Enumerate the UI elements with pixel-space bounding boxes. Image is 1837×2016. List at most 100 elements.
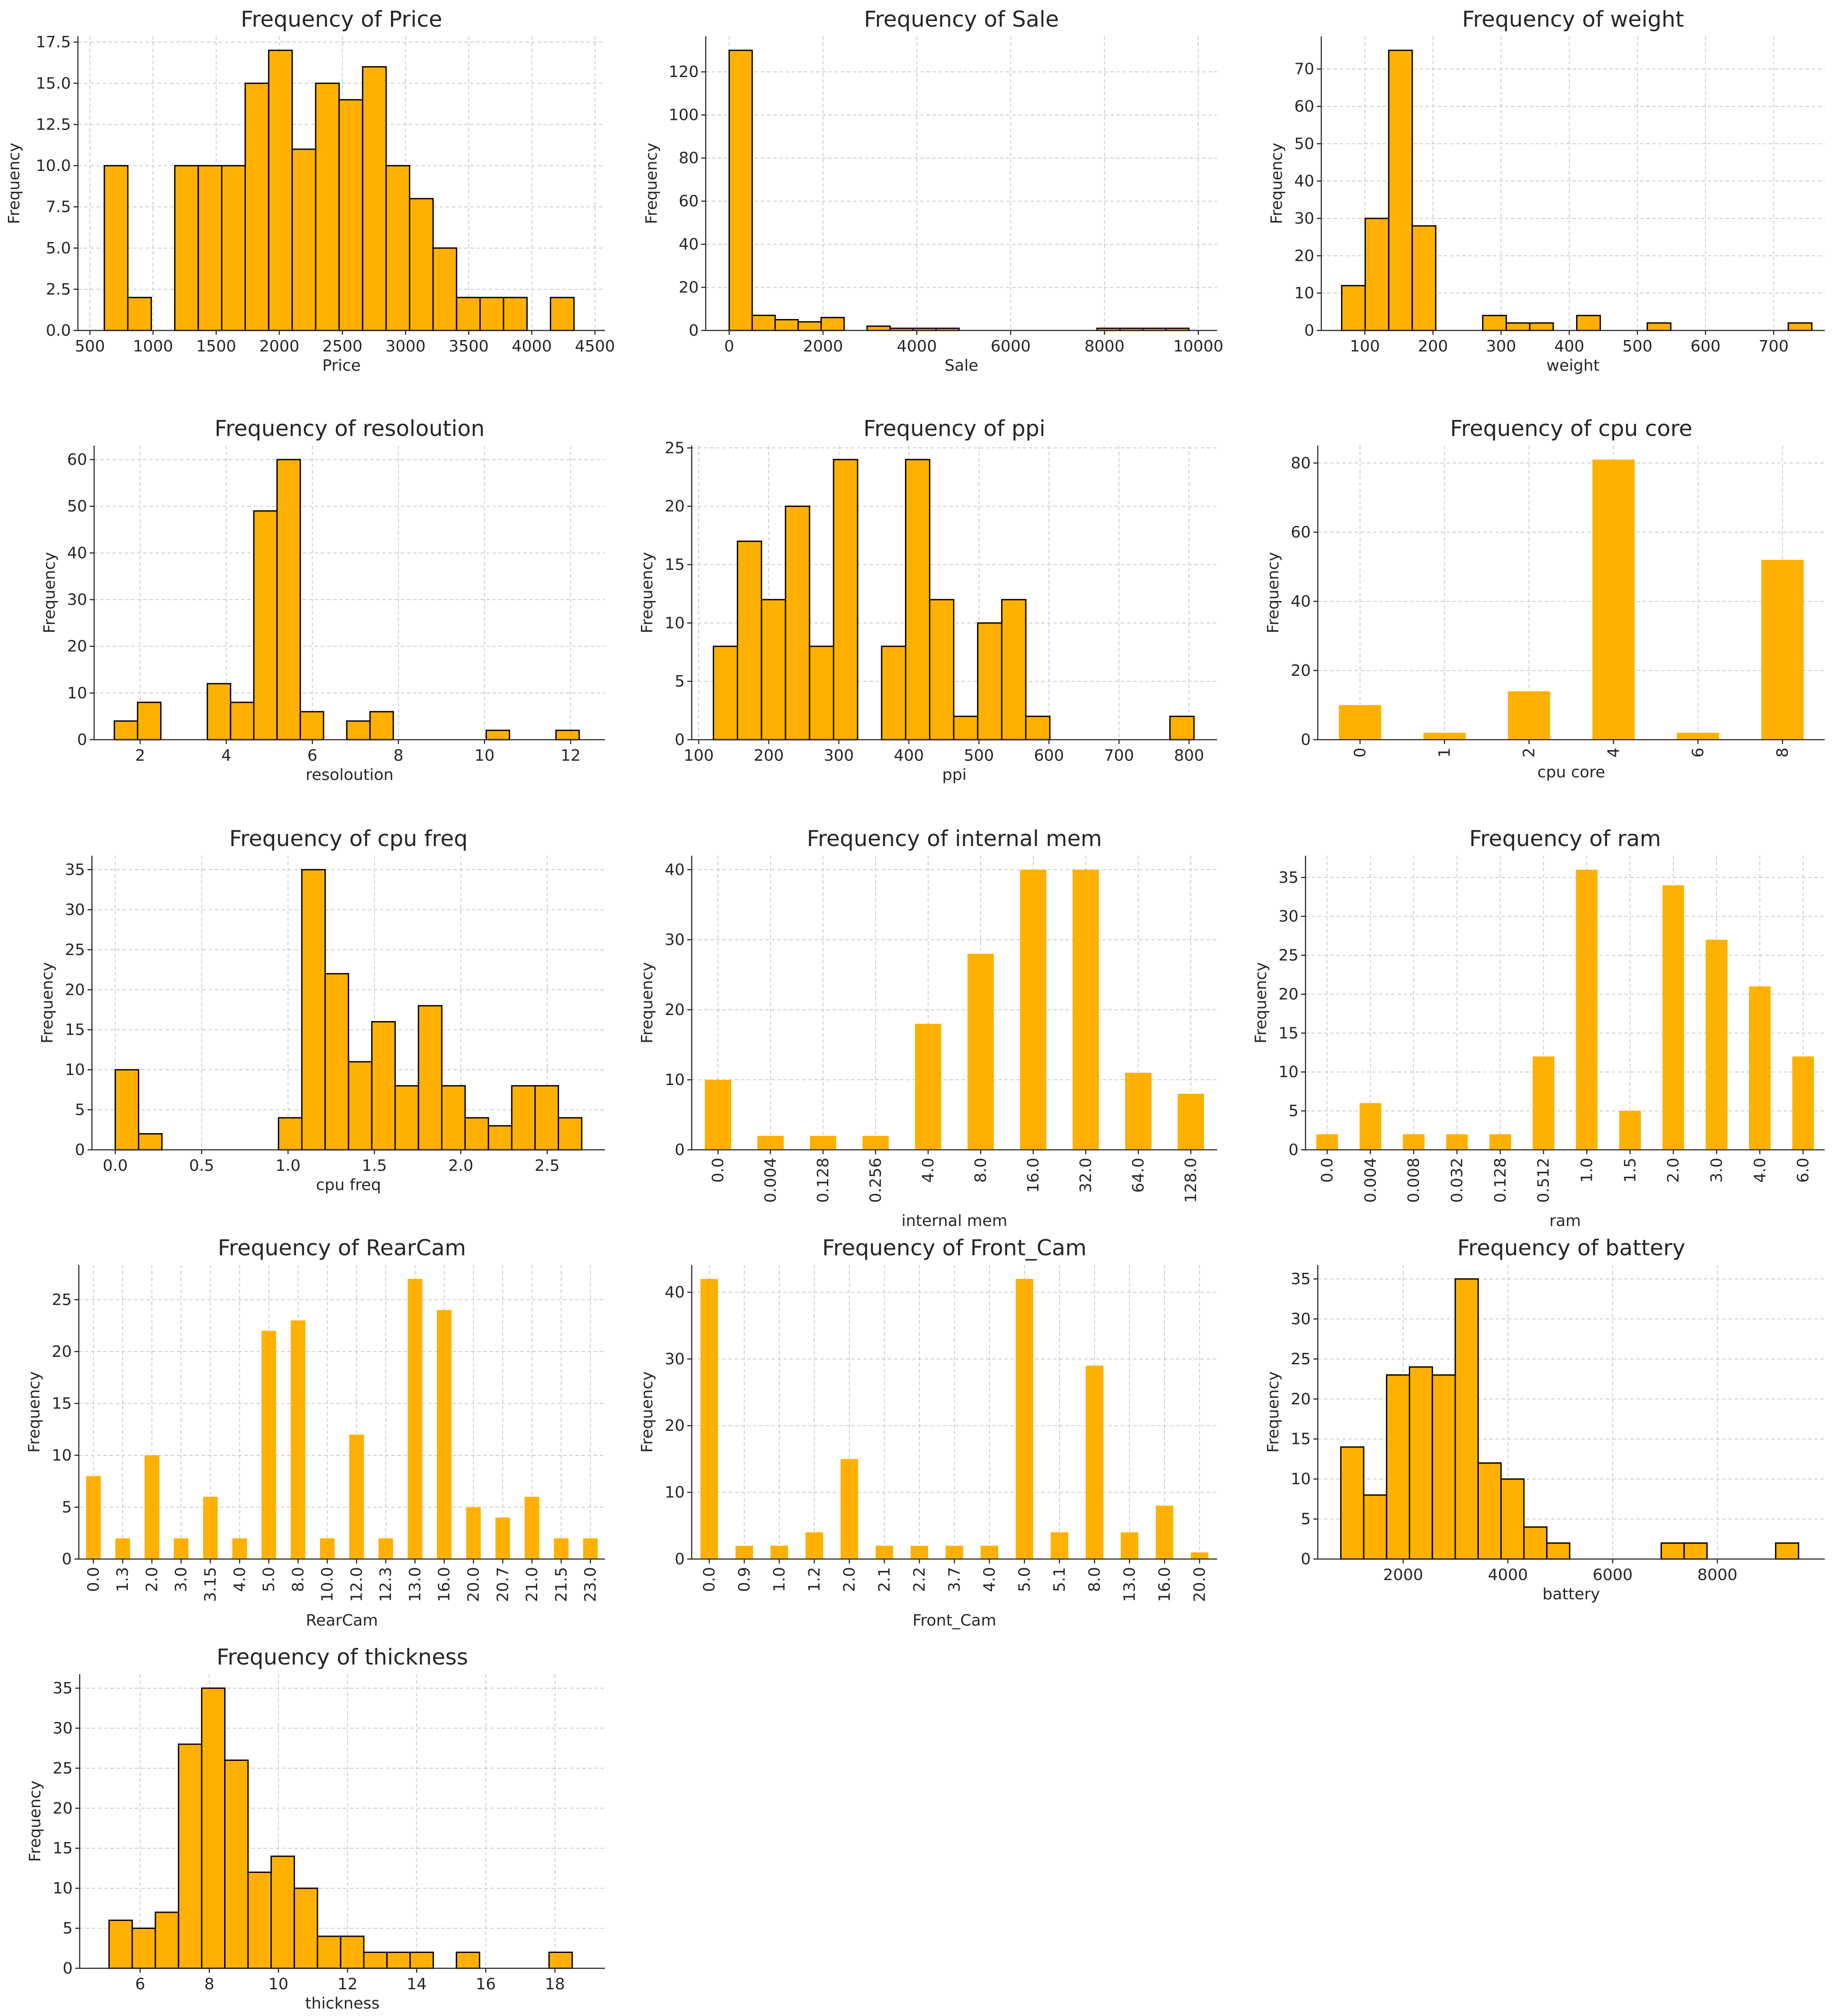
x-axis-label: weight bbox=[1546, 357, 1599, 375]
bars bbox=[1341, 49, 1812, 331]
x-tick-label: 3500 bbox=[449, 337, 489, 355]
x-tick-label: 600 bbox=[1034, 747, 1064, 765]
bar bbox=[1388, 49, 1413, 331]
bar bbox=[911, 1545, 928, 1559]
y-tick-label: 35 bbox=[1291, 1270, 1311, 1288]
y-axis-label: Frequency bbox=[638, 962, 656, 1043]
bar bbox=[905, 459, 931, 741]
y-tick-label: 0 bbox=[63, 1960, 73, 1977]
y-axis-label: Frequency bbox=[5, 143, 23, 224]
bar bbox=[324, 973, 349, 1151]
bar bbox=[736, 1545, 753, 1559]
x-tick-label: 8 bbox=[204, 1975, 215, 1993]
gridlines bbox=[94, 446, 605, 740]
x-tick-label: 2000 bbox=[803, 337, 843, 355]
chart-rearcam: 0 5 10 15 20 25 0.0 1.3 2.0 3.0 3.15 4.0 5.0 8.0 10.0 1… bbox=[25, 1235, 605, 1630]
bar bbox=[488, 1125, 513, 1151]
chart-title: Frequency of ram bbox=[1469, 826, 1661, 851]
bar bbox=[549, 297, 575, 331]
y-tick-label: 12.5 bbox=[36, 116, 71, 133]
y-tick-label: 60 bbox=[1291, 523, 1311, 541]
chart-front-cam: 0 10 20 30 40 0.0 0.9 1.0 1.2 2.0 2.1 2.2 3.7 4.0 5.0 5… bbox=[638, 1235, 1217, 1630]
x-tick-label: 800 bbox=[1174, 747, 1204, 765]
x-tick-label: 1.0 bbox=[275, 1157, 300, 1175]
y-tick-label: 0 bbox=[675, 1550, 685, 1568]
chart-thickness: 0 5 10 15 20 25 30 35 6 8 10 12 14 16 18 thickness Frequ… bbox=[26, 1644, 605, 2012]
bar bbox=[977, 622, 1003, 741]
bar bbox=[1403, 1134, 1425, 1150]
bars bbox=[1339, 460, 1804, 740]
x-tick-label: 500 bbox=[1622, 337, 1653, 355]
x-tick-label: 32.0 bbox=[1077, 1158, 1095, 1193]
bar bbox=[466, 1507, 481, 1559]
chart-sale: 0 20 40 60 80 100 120 0 2000 4000 6000 8000 10000 Sal… bbox=[643, 7, 1223, 375]
chart-title: Frequency of thickness bbox=[217, 1644, 468, 1670]
y-tick-label: 100 bbox=[669, 106, 699, 124]
x-tick-label: 6 bbox=[135, 1975, 145, 1993]
bar bbox=[1482, 315, 1507, 331]
y-tick-label: 30 bbox=[53, 1719, 73, 1737]
y-tick-label: 0 bbox=[1301, 1550, 1311, 1568]
bar bbox=[232, 1538, 247, 1559]
y-tick-label: 0 bbox=[75, 1141, 85, 1159]
y-tick-label: 30 bbox=[1291, 1310, 1311, 1328]
x-tick-label: 500 bbox=[75, 337, 105, 355]
bar bbox=[1477, 1462, 1502, 1560]
bar bbox=[108, 1919, 133, 1969]
y-axis-label: Frequency bbox=[1252, 962, 1270, 1043]
bar bbox=[760, 599, 786, 741]
x-tick-label: 200 bbox=[1418, 337, 1448, 355]
y-tick-label: 0 bbox=[1288, 1141, 1299, 1159]
x-tick-label: 4.0 bbox=[231, 1567, 249, 1592]
bar bbox=[348, 1061, 373, 1151]
y-tick-label: 70 bbox=[1294, 60, 1314, 78]
x-tick-label: 0.0 bbox=[1318, 1158, 1336, 1183]
bar bbox=[1364, 218, 1390, 331]
gridlines bbox=[692, 446, 1217, 740]
bar bbox=[221, 165, 246, 331]
x-tick-label: 200 bbox=[754, 747, 784, 765]
y-tick-label: 40 bbox=[665, 861, 685, 879]
x-tick-label: 400 bbox=[894, 747, 924, 765]
bar bbox=[981, 1545, 998, 1559]
chart-title: Frequency of battery bbox=[1457, 1235, 1686, 1261]
bar bbox=[441, 1085, 466, 1151]
bar bbox=[705, 1080, 731, 1150]
y-tick-label: 20 bbox=[65, 981, 85, 999]
bar bbox=[464, 1117, 489, 1151]
y-tick-label: 25 bbox=[53, 1760, 73, 1777]
x-axis-label: Sale bbox=[944, 357, 978, 375]
x-tick-label: 12.3 bbox=[377, 1567, 395, 1602]
y-tick-label: 20 bbox=[665, 1417, 685, 1435]
x-tick-label: 0.0 bbox=[700, 1567, 718, 1592]
bar bbox=[806, 1532, 823, 1559]
chart-price: 0.0 2.5 5.0 7.5 10.0 12.5 15.0 17.5 500 1000 1500 2… bbox=[5, 7, 615, 375]
bar bbox=[1408, 1366, 1433, 1560]
bar bbox=[1051, 1532, 1068, 1559]
bar bbox=[511, 1085, 536, 1151]
y-tick-label: 15 bbox=[665, 556, 685, 574]
y-tick-label: 10 bbox=[67, 684, 87, 702]
bar bbox=[432, 247, 457, 331]
x-tick-label: 4000 bbox=[1488, 1566, 1528, 1584]
bar bbox=[1661, 1542, 1685, 1560]
bar bbox=[408, 1279, 422, 1559]
x-axis-label: resoloution bbox=[306, 766, 394, 784]
y-tick-label: 80 bbox=[679, 149, 699, 167]
x-tick-label: 0.0 bbox=[709, 1158, 727, 1183]
y-tick-label: 5.0 bbox=[46, 239, 71, 257]
y-tick-label: 60 bbox=[67, 451, 87, 469]
bar bbox=[1169, 716, 1195, 741]
bar bbox=[386, 1951, 411, 1969]
bar bbox=[1316, 1134, 1338, 1150]
bar bbox=[1523, 1526, 1548, 1560]
bars bbox=[86, 1279, 598, 1559]
bar bbox=[728, 49, 753, 331]
bar bbox=[1339, 705, 1381, 740]
bars bbox=[1340, 1278, 1799, 1560]
x-tick-label: 3.7 bbox=[946, 1567, 964, 1592]
bar bbox=[1706, 940, 1728, 1150]
x-tick-label: 13.0 bbox=[406, 1567, 424, 1602]
bar bbox=[201, 1687, 226, 1969]
bar bbox=[320, 1538, 335, 1559]
